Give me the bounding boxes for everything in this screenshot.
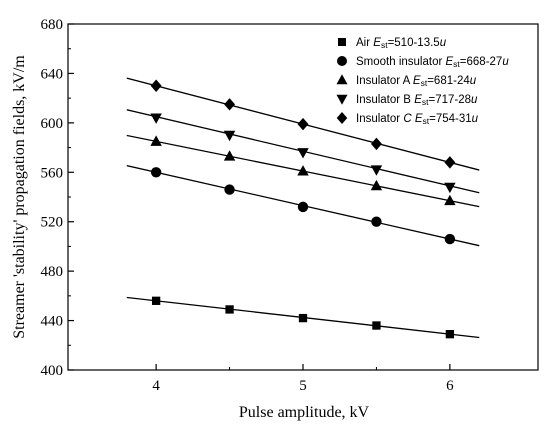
data-point-series-3: [150, 113, 162, 124]
data-point-series-4: [444, 156, 456, 169]
data-point-series-1: [150, 167, 162, 178]
legend-marker-1: [337, 56, 347, 66]
data-markers: [150, 79, 456, 339]
data-point-series-3: [444, 182, 456, 194]
axis-ticks: 4 5 6 400 440 480 520 560 600 640 680: [41, 17, 455, 394]
data-point-series-3: [223, 130, 236, 142]
data-point-series-4: [370, 137, 382, 151]
data-point-series-2: [223, 150, 236, 161]
legend-label-1: Smooth insulator Est=668-27u: [356, 56, 509, 69]
data-point-series-2: [370, 179, 383, 191]
data-point-series-3: [297, 148, 309, 159]
data-point-series-3: [370, 165, 383, 176]
data-point-series-0: [372, 321, 381, 330]
data-point-series-0: [151, 296, 161, 305]
data-point-series-1: [297, 201, 309, 213]
y-tick-label: 520: [41, 215, 64, 231]
x-axis-title: Pulse amplitude, kV: [239, 404, 370, 421]
legend-label-0: Air Est=510-13.5u: [356, 37, 447, 50]
legend-marker-3: [336, 94, 348, 105]
y-tick-label: 560: [41, 165, 64, 181]
y-tick-label: 400: [41, 363, 64, 379]
data-point-series-1: [444, 233, 456, 245]
legend: Air Est=510-13.5u Smooth insulator Est=66…: [336, 37, 509, 126]
data-point-series-1: [371, 216, 382, 227]
y-tick-label: 640: [41, 66, 64, 82]
y-axis-title: Streamer 'stability' propagation fields,…: [11, 55, 28, 339]
data-point-series-2: [444, 194, 456, 206]
x-tick-label: 6: [446, 378, 454, 394]
data-point-series-0: [445, 330, 455, 339]
y-tick-label: 680: [41, 17, 64, 33]
legend-label-2: Insulator A Est=681-24u: [356, 75, 477, 88]
legend-label-3: Insulator B Est=717-28u: [356, 94, 478, 107]
data-point-series-4: [224, 98, 236, 111]
legend-marker-2: [336, 74, 348, 85]
data-point-series-1: [224, 184, 235, 195]
y-tick-label: 480: [41, 264, 64, 280]
y-tick-label: 440: [41, 314, 64, 330]
x-tick-label: 4: [152, 378, 160, 394]
x-tick-label: 5: [299, 378, 307, 394]
data-point-series-4: [150, 79, 162, 93]
legend-label-4: Insulator C Est=754-31u: [356, 113, 479, 126]
data-point-series-0: [225, 305, 234, 314]
data-point-series-0: [298, 313, 308, 323]
y-tick-label: 600: [41, 116, 64, 132]
data-point-series-2: [297, 165, 309, 176]
data-point-series-4: [297, 117, 309, 131]
legend-marker-4: [336, 112, 348, 124]
legend-marker-0: [338, 38, 346, 46]
data-point-series-2: [150, 135, 162, 146]
